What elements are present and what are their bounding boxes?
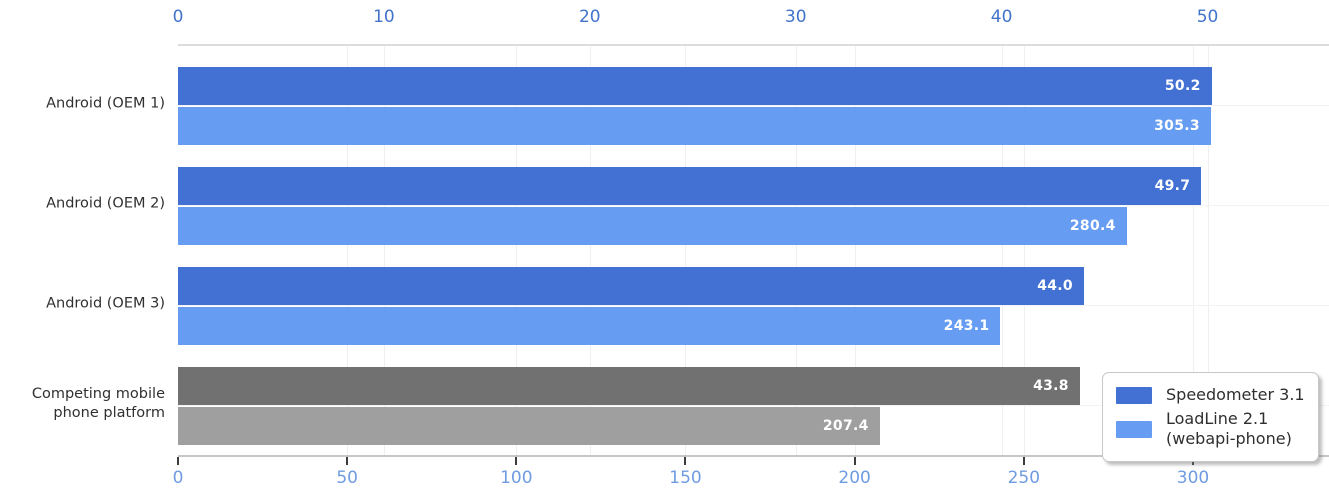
legend-row: LoadLine 2.1 (webapi-phone) [1116, 409, 1306, 449]
legend-swatch-speedometer [1116, 386, 1152, 404]
bar-loadline-2-1-webapi-phone-: 243.1 [178, 307, 1001, 345]
bottom-axis-tick-label: 200 [838, 468, 871, 488]
category-axis-labels: Android (OEM 1) Android (OEM 2) Android (O… [0, 44, 165, 457]
top-x-axis: 0 10 20 30 40 50 [173, 0, 1329, 44]
bottom-axis-tick-mark [177, 457, 179, 465]
gridline-vertical [383, 46, 385, 455]
legend-label: LoadLine 2.1 (webapi-phone) [1166, 409, 1292, 448]
top-axis-tick-label: 30 [784, 7, 807, 27]
bar-loadline-2-1-webapi-phone-: 280.4 [178, 207, 1127, 245]
bottom-x-axis: 0 50 100 150 200 250 300 [173, 457, 1329, 498]
gridline-horizontal [178, 205, 1329, 206]
top-axis-tick-label: 20 [578, 7, 601, 27]
bar-value-label: 50.2 [1164, 78, 1201, 94]
bar-value-label: 305.3 [1154, 118, 1200, 134]
bar-value-label: 49.7 [1154, 178, 1191, 194]
gridline-vertical [1207, 46, 1209, 455]
bottom-axis-tick-mark [515, 457, 518, 465]
bar-speedometer-3-1: 44.0 [178, 267, 1084, 305]
gridline-vertical [854, 46, 856, 455]
bar-value-label: 243.1 [943, 318, 990, 334]
gridline-vertical [1001, 46, 1003, 455]
legend-row: Speedometer 3.1 [1116, 385, 1306, 405]
gridline-vertical [795, 46, 797, 455]
top-axis-tick-label: 0 [172, 7, 184, 27]
gridline-horizontal [178, 105, 1329, 106]
gridline-vertical [347, 46, 349, 455]
gridline-vertical [589, 46, 591, 455]
gridline-vertical [1023, 46, 1025, 455]
bottom-axis-tick-mark [346, 457, 349, 465]
category-label: Android (OEM 2) [46, 195, 165, 212]
top-axis-tick-label: 40 [990, 7, 1013, 27]
bottom-axis-tick-label: 0 [172, 468, 184, 488]
bottom-axis-tick-mark [684, 457, 687, 465]
top-axis-tick-label: 50 [1196, 7, 1219, 27]
bar-value-label: 280.4 [1069, 218, 1116, 234]
legend-label: Speedometer 3.1 [1166, 385, 1305, 404]
bottom-axis-tick-label: 100 [500, 468, 533, 488]
bar-value-label: 207.4 [822, 418, 869, 434]
bottom-axis-tick-label: 150 [669, 468, 702, 488]
bar-loadline-2-1-webapi-phone-: 305.3 [178, 107, 1211, 145]
bar-speedometer-3-1: 49.7 [178, 167, 1202, 205]
category-label: Competing mobile phone platform [31, 386, 165, 421]
plot-area: 50.2 49.7 44.0 43.8 305.3 280.4 243.1 207.4 [178, 44, 1329, 457]
gridline-horizontal [178, 305, 1329, 306]
gridline-vertical [1192, 46, 1194, 455]
bottom-axis-tick-label: 300 [1176, 468, 1210, 488]
bar-value-label: 43.8 [1033, 378, 1069, 394]
top-axis-tick-label: 10 [373, 7, 395, 27]
bar-loadline-2-1-webapi-phone-: 207.4 [178, 407, 880, 445]
bottom-axis-tick-label: 50 [336, 468, 358, 488]
bottom-axis-tick-mark [1022, 457, 1025, 465]
legend-swatch-loadline [1116, 420, 1152, 438]
bottom-axis-tick-label: 250 [1007, 468, 1041, 488]
bar-value-label: 44.0 [1037, 278, 1073, 294]
bar-speedometer-3-1: 50.2 [178, 67, 1212, 105]
gridline-vertical [685, 46, 687, 455]
category-label: Android (OEM 3) [46, 295, 165, 312]
legend: Speedometer 3.1 LoadLine 2.1 (webapi-phon… [1102, 372, 1319, 462]
gridline-vertical [516, 46, 518, 455]
bar-speedometer-3-1: 43.8 [178, 367, 1080, 405]
bottom-axis-tick-mark [853, 457, 856, 465]
gridline-horizontal [178, 405, 1329, 406]
category-label: Android (OEM 1) [46, 95, 165, 112]
